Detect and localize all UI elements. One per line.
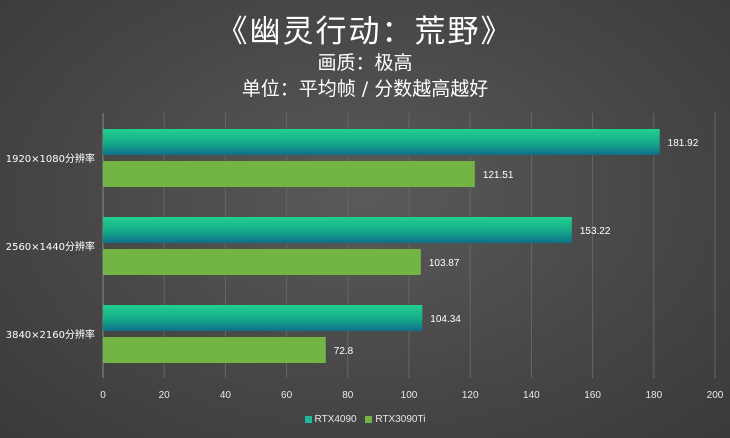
data-label: 121.51 — [483, 170, 514, 181]
legend-item-rtx3090ti: RTX3090Ti — [365, 414, 425, 425]
chart-subtitle-quality: 画质：极高 — [317, 52, 413, 74]
x-tick-label: 80 — [342, 390, 354, 401]
chart-title: 《幽灵行动：荒野》 — [216, 14, 514, 50]
x-tick-label: 20 — [159, 390, 171, 401]
bar-rtx4090-0 — [103, 129, 660, 155]
legend-label-rtx4090: RTX4090 — [314, 414, 357, 425]
category-label: 3840×2160分辨率 — [6, 328, 95, 341]
bar-rtx3090ti-0 — [103, 161, 475, 187]
category-label: 2560×1440分辨率 — [6, 240, 95, 253]
data-label: 104.34 — [430, 314, 461, 325]
legend-swatch-rtx4090 — [304, 416, 312, 423]
chart-subtitle-unit: 单位：平均帧 / 分数越高越好 — [241, 78, 489, 100]
x-tick-label: 160 — [584, 390, 601, 401]
bar-rtx4090-1 — [103, 217, 572, 243]
legend-item-rtx4090: RTX4090 — [304, 414, 357, 425]
bar-rtx3090ti-1 — [103, 249, 421, 275]
x-tick-label: 40 — [220, 390, 232, 401]
legend: RTX4090 RTX3090Ti — [0, 414, 730, 426]
data-label: 103.87 — [429, 258, 460, 269]
legend-swatch-rtx3090ti — [365, 416, 373, 423]
data-label: 72.8 — [334, 346, 354, 357]
x-tick-label: 0 — [100, 390, 106, 401]
category-labels: 1920×1080分辨率 2560×1440分辨率 3840×2160分辨率 — [6, 152, 95, 341]
value-labels: 181.92 121.51 153.22 103.87 104.34 72.8 — [334, 138, 699, 357]
bar-rtx3090ti-2 — [103, 337, 326, 363]
x-tick-label: 140 — [523, 390, 540, 401]
data-label: 153.22 — [580, 226, 611, 237]
x-tick-label: 60 — [281, 390, 293, 401]
bars — [103, 129, 660, 363]
gridlines — [102, 113, 716, 378]
bar-rtx4090-2 — [103, 305, 423, 331]
x-tick-label: 180 — [645, 390, 662, 401]
data-label: 181.92 — [668, 138, 699, 149]
x-axis-ticks: 0 20 40 60 80 100 120 140 160 180 200 — [100, 390, 724, 401]
x-tick-label: 100 — [401, 390, 418, 401]
x-tick-label: 200 — [707, 390, 724, 401]
x-tick-label: 120 — [462, 390, 479, 401]
category-label: 1920×1080分辨率 — [6, 152, 95, 165]
legend-label-rtx3090ti: RTX3090Ti — [375, 414, 426, 425]
